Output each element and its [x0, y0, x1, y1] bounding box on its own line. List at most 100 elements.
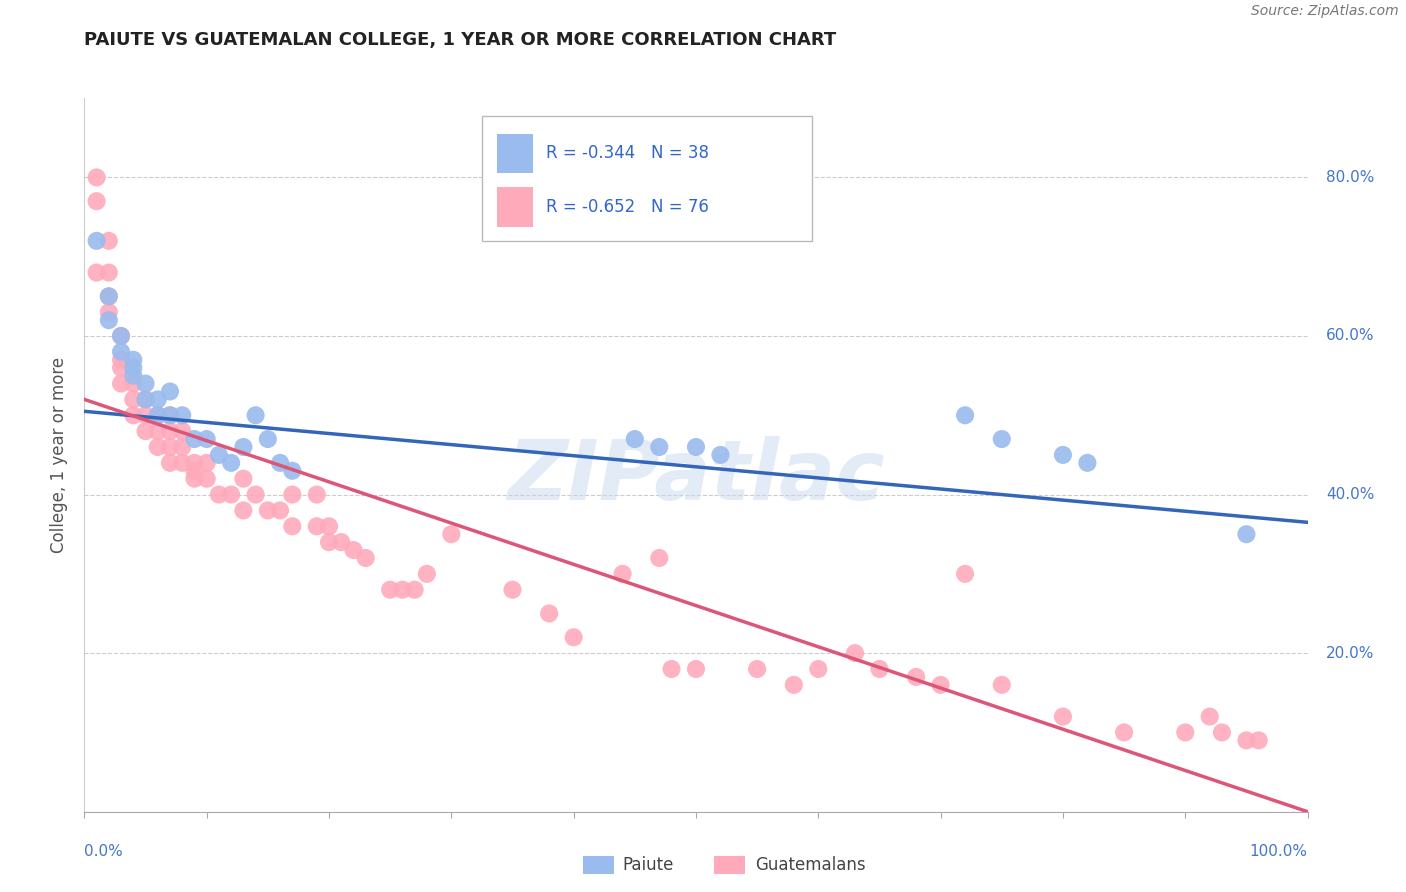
Point	[318, 519, 340, 533]
Point	[159, 440, 181, 454]
Point	[146, 424, 169, 438]
Point	[232, 472, 254, 486]
Point	[245, 409, 267, 423]
Point	[685, 662, 707, 676]
FancyBboxPatch shape	[496, 187, 533, 227]
Point	[172, 424, 194, 438]
Point	[281, 519, 304, 533]
Point	[97, 313, 120, 327]
Point	[929, 678, 952, 692]
Text: 20.0%: 20.0%	[1326, 646, 1374, 661]
Text: 0.0%: 0.0%	[84, 844, 124, 859]
Point	[783, 678, 806, 692]
Point	[305, 519, 328, 533]
Point	[110, 376, 132, 391]
Point	[86, 266, 108, 280]
Point	[110, 329, 132, 343]
Point	[1234, 527, 1257, 541]
Point	[305, 487, 328, 501]
Point	[1114, 725, 1136, 739]
Point	[110, 352, 132, 367]
Point	[219, 487, 242, 501]
Point	[685, 440, 707, 454]
Point	[122, 368, 145, 383]
FancyBboxPatch shape	[496, 134, 533, 173]
Point	[391, 582, 413, 597]
Point	[110, 360, 132, 375]
Point	[110, 344, 132, 359]
Text: 80.0%: 80.0%	[1326, 169, 1374, 185]
Point	[1211, 725, 1233, 739]
Point	[97, 305, 120, 319]
Point	[538, 607, 561, 621]
Text: PAIUTE VS GUATEMALAN COLLEGE, 1 YEAR OR MORE CORRELATION CHART: PAIUTE VS GUATEMALAN COLLEGE, 1 YEAR OR …	[84, 31, 837, 49]
Text: R = -0.652   N = 76: R = -0.652 N = 76	[546, 198, 709, 216]
Point	[172, 440, 194, 454]
Point	[97, 266, 120, 280]
Point	[416, 566, 439, 581]
Point	[122, 352, 145, 367]
Point	[159, 409, 181, 423]
Point	[97, 234, 120, 248]
Point	[172, 456, 194, 470]
Point	[844, 646, 866, 660]
Point	[990, 432, 1012, 446]
Text: R = -0.344   N = 38: R = -0.344 N = 38	[546, 145, 709, 162]
Point	[747, 662, 769, 676]
Point	[354, 551, 377, 566]
Point	[990, 678, 1012, 692]
Point	[135, 424, 157, 438]
Point	[146, 409, 169, 423]
Point	[648, 551, 671, 566]
Point	[1234, 733, 1257, 747]
Point	[257, 432, 280, 446]
Point	[1076, 456, 1098, 470]
Point	[953, 566, 976, 581]
Point	[269, 456, 291, 470]
Point	[97, 289, 120, 303]
Point	[501, 582, 523, 597]
Text: ZIPatlас: ZIPatlас	[508, 436, 884, 516]
Point	[146, 392, 169, 407]
Point	[232, 503, 254, 517]
Point	[648, 440, 671, 454]
Point	[380, 582, 402, 597]
Text: 60.0%: 60.0%	[1326, 328, 1375, 343]
Point	[1174, 725, 1197, 739]
Text: Guatemalans: Guatemalans	[755, 856, 866, 874]
Point	[97, 289, 120, 303]
Point	[219, 456, 242, 470]
Point	[146, 409, 169, 423]
Point	[1052, 709, 1074, 723]
Point	[195, 456, 218, 470]
Text: 40.0%: 40.0%	[1326, 487, 1374, 502]
Point	[208, 487, 231, 501]
Point	[195, 472, 218, 486]
Point	[135, 392, 157, 407]
Point	[122, 376, 145, 391]
Point	[159, 456, 181, 470]
Point	[404, 582, 426, 597]
FancyBboxPatch shape	[482, 116, 813, 241]
Point	[146, 440, 169, 454]
Point	[562, 630, 585, 644]
Point	[905, 670, 928, 684]
Point	[135, 376, 157, 391]
Point	[269, 503, 291, 517]
Point	[86, 234, 108, 248]
Point	[122, 392, 145, 407]
Text: 100.0%: 100.0%	[1250, 844, 1308, 859]
Y-axis label: College, 1 year or more: College, 1 year or more	[51, 357, 69, 553]
Point	[281, 464, 304, 478]
Point	[159, 384, 181, 399]
Point	[257, 503, 280, 517]
Point	[122, 360, 145, 375]
Point	[208, 448, 231, 462]
Point	[1198, 709, 1220, 723]
Point	[232, 440, 254, 454]
Point	[612, 566, 634, 581]
Point	[330, 535, 353, 549]
Point	[110, 329, 132, 343]
Point	[183, 464, 205, 478]
Point	[1247, 733, 1270, 747]
